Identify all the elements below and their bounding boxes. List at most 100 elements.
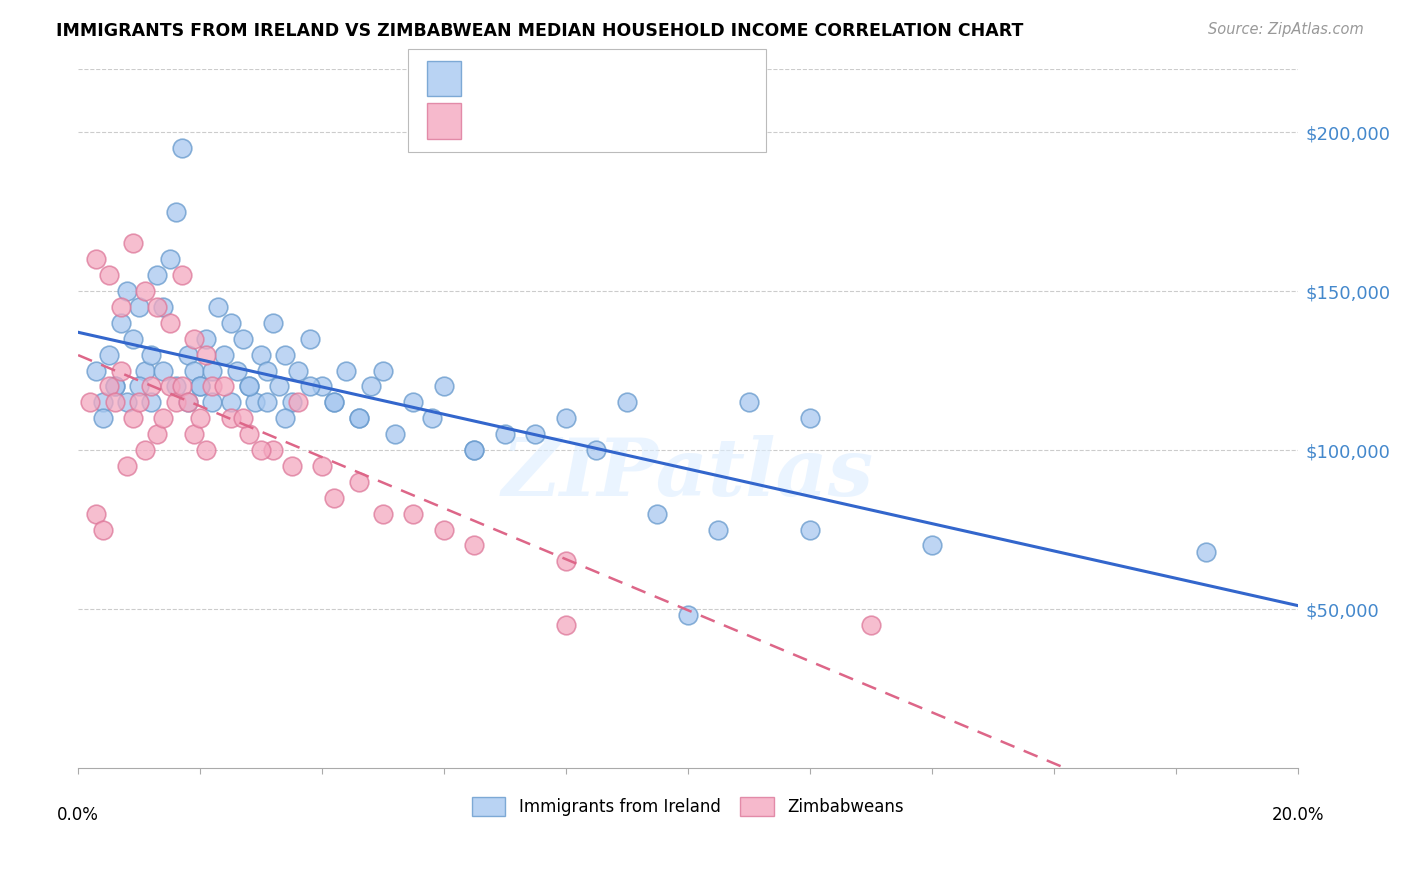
- Point: [134, 284, 156, 298]
- Point: [170, 379, 193, 393]
- Text: IMMIGRANTS FROM IRELAND VS ZIMBABWEAN MEDIAN HOUSEHOLD INCOME CORRELATION CHART: IMMIGRANTS FROM IRELAND VS ZIMBABWEAN ME…: [56, 22, 1024, 40]
- Point: [402, 507, 425, 521]
- Point: [335, 363, 357, 377]
- Point: [170, 141, 193, 155]
- Point: [420, 411, 443, 425]
- Point: [238, 379, 260, 393]
- Point: [859, 618, 882, 632]
- Point: [287, 363, 309, 377]
- Point: [91, 395, 114, 409]
- Text: R = -0.208    N = 77: R = -0.208 N = 77: [471, 70, 669, 87]
- Point: [97, 379, 120, 393]
- Point: [280, 395, 302, 409]
- Point: [128, 300, 150, 314]
- Point: [141, 379, 163, 393]
- Point: [165, 395, 187, 409]
- Point: [146, 268, 169, 283]
- Point: [152, 300, 174, 314]
- Point: [141, 395, 163, 409]
- Point: [97, 348, 120, 362]
- Point: [256, 363, 278, 377]
- Point: [146, 427, 169, 442]
- Point: [86, 363, 108, 377]
- Point: [134, 443, 156, 458]
- Point: [110, 316, 132, 330]
- Point: [165, 204, 187, 219]
- Point: [188, 411, 211, 425]
- Legend: Immigrants from Ireland, Zimbabweans: Immigrants from Ireland, Zimbabweans: [465, 790, 911, 822]
- Point: [183, 363, 205, 377]
- Point: [262, 443, 284, 458]
- Point: [170, 268, 193, 283]
- Point: [128, 395, 150, 409]
- Point: [159, 316, 181, 330]
- Point: [323, 491, 346, 505]
- Point: [280, 458, 302, 473]
- Point: [122, 236, 145, 251]
- Point: [402, 395, 425, 409]
- Point: [232, 411, 254, 425]
- Point: [262, 316, 284, 330]
- Point: [219, 411, 242, 425]
- Point: [524, 427, 547, 442]
- Point: [183, 427, 205, 442]
- Point: [647, 507, 669, 521]
- Point: [122, 411, 145, 425]
- Point: [250, 443, 273, 458]
- Point: [159, 379, 181, 393]
- Point: [554, 411, 576, 425]
- Point: [128, 379, 150, 393]
- Point: [115, 458, 138, 473]
- Point: [188, 379, 211, 393]
- Point: [371, 363, 394, 377]
- Point: [463, 443, 485, 458]
- Point: [110, 300, 132, 314]
- Point: [311, 458, 333, 473]
- Point: [195, 332, 218, 346]
- Point: [115, 284, 138, 298]
- Point: [585, 443, 607, 458]
- Point: [676, 608, 699, 623]
- Point: [799, 411, 821, 425]
- Point: [238, 427, 260, 442]
- Point: [921, 538, 943, 552]
- Point: [91, 411, 114, 425]
- Point: [201, 379, 224, 393]
- Point: [110, 363, 132, 377]
- Point: [433, 523, 456, 537]
- Point: [360, 379, 382, 393]
- Point: [238, 379, 260, 393]
- Point: [463, 443, 485, 458]
- Point: [274, 348, 297, 362]
- Point: [738, 395, 761, 409]
- Point: [250, 348, 273, 362]
- Point: [219, 395, 242, 409]
- Point: [115, 395, 138, 409]
- Point: [433, 379, 456, 393]
- Point: [323, 395, 346, 409]
- Point: [183, 332, 205, 346]
- Point: [201, 395, 224, 409]
- Point: [219, 316, 242, 330]
- Point: [86, 507, 108, 521]
- Point: [177, 395, 200, 409]
- Point: [134, 363, 156, 377]
- Point: [152, 363, 174, 377]
- Point: [799, 523, 821, 537]
- Point: [177, 395, 200, 409]
- Point: [384, 427, 406, 442]
- Point: [371, 507, 394, 521]
- Point: [152, 411, 174, 425]
- Point: [225, 363, 247, 377]
- Point: [269, 379, 291, 393]
- Point: [207, 300, 229, 314]
- Point: [347, 411, 370, 425]
- Point: [347, 475, 370, 489]
- Point: [104, 379, 127, 393]
- Point: [256, 395, 278, 409]
- Point: [91, 523, 114, 537]
- Point: [188, 379, 211, 393]
- Point: [347, 411, 370, 425]
- Point: [298, 379, 321, 393]
- Point: [707, 523, 730, 537]
